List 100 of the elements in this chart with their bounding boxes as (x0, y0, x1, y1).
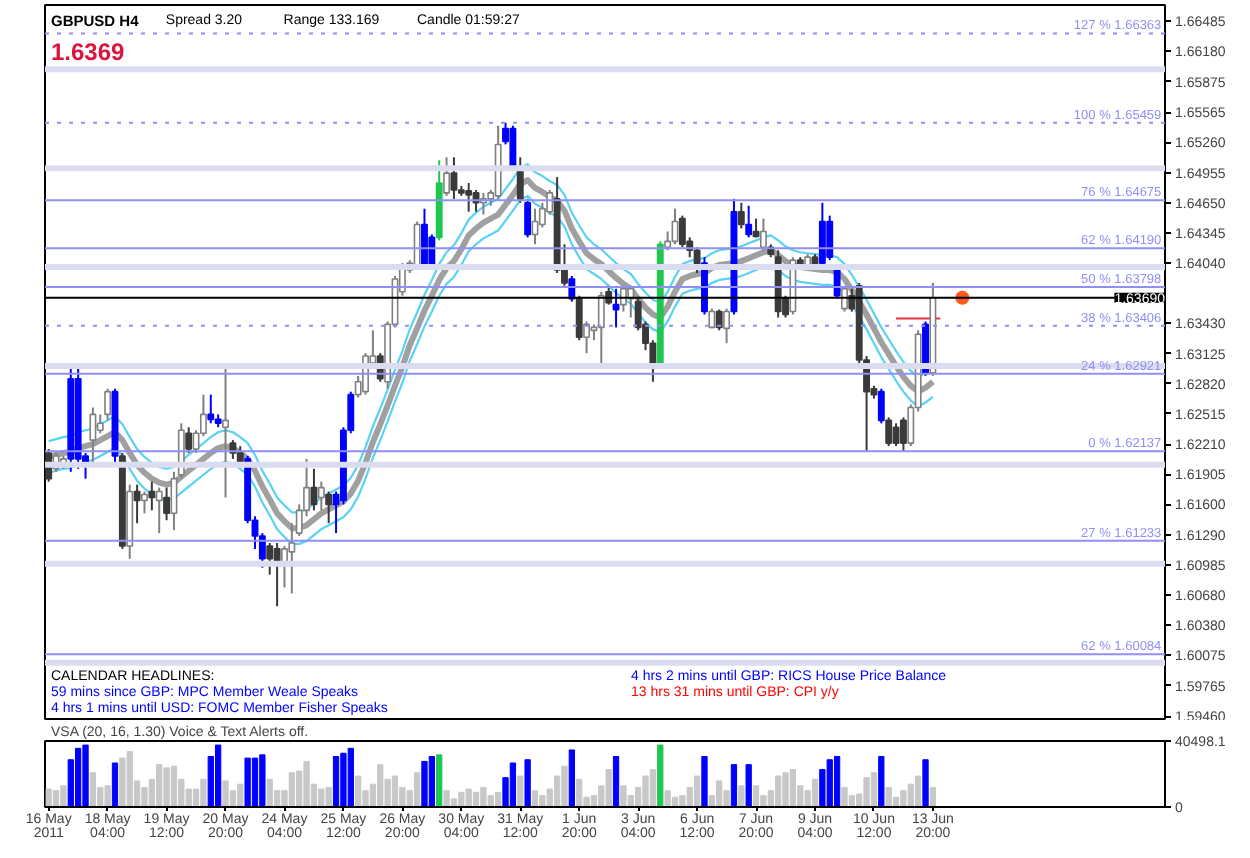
bar (929, 786, 937, 807)
bar (141, 786, 148, 807)
candlestick (826, 214, 834, 262)
candlestick (325, 490, 333, 525)
bar (568, 749, 575, 807)
bar (119, 757, 126, 807)
bar (391, 775, 399, 807)
bar (237, 783, 244, 807)
candlestick (148, 480, 156, 512)
bar (104, 785, 111, 807)
bar (340, 752, 347, 807)
bar (745, 764, 752, 807)
bar (907, 783, 914, 807)
bar (200, 778, 207, 807)
bar (561, 765, 568, 807)
annotation: 1.6369 (51, 38, 126, 66)
candlestick (737, 201, 745, 230)
bar (612, 755, 620, 807)
bar (701, 755, 708, 807)
candlestick (723, 307, 731, 345)
bar (900, 790, 907, 807)
bar (377, 764, 384, 807)
bar (826, 759, 833, 807)
bar (878, 755, 885, 807)
bar (156, 764, 163, 807)
bar (251, 757, 259, 807)
bar (841, 786, 848, 807)
bar (244, 757, 251, 807)
candlestick (516, 156, 524, 204)
candlestick (141, 490, 148, 515)
bar (111, 762, 119, 807)
candlestick (524, 197, 532, 239)
bar (657, 744, 664, 807)
bar (60, 785, 67, 807)
bar (620, 785, 627, 807)
candlestick (443, 156, 451, 197)
candlestick (877, 387, 885, 425)
bar (458, 791, 465, 807)
bar (421, 760, 428, 807)
candlestick (885, 416, 893, 448)
candlestick (317, 480, 325, 512)
bar (332, 755, 340, 807)
candlestick (745, 204, 753, 239)
bar (465, 788, 472, 807)
candlestick (899, 416, 907, 452)
candlestick (163, 486, 171, 522)
candlestick (310, 467, 318, 512)
bar (752, 785, 760, 807)
bar (524, 759, 531, 807)
bar (487, 795, 494, 807)
bar (509, 762, 517, 807)
bar (730, 764, 738, 807)
bar (75, 747, 82, 807)
bar (413, 772, 421, 807)
bar (163, 767, 170, 807)
bar (517, 775, 524, 807)
bar (915, 775, 922, 807)
bar (436, 754, 443, 807)
bar (922, 759, 929, 807)
bar (531, 790, 539, 807)
candlestick (155, 486, 163, 535)
bar (318, 788, 325, 807)
bar (716, 780, 723, 807)
candlestick (185, 426, 193, 454)
bar (303, 760, 310, 807)
bar (170, 765, 178, 807)
candlestick (465, 182, 473, 213)
bar (642, 775, 649, 807)
bar (649, 769, 657, 807)
bar (782, 772, 789, 807)
candlestick (575, 294, 583, 342)
candlestick (450, 156, 458, 200)
bar (679, 795, 686, 807)
bar (347, 747, 354, 807)
bar (428, 755, 435, 807)
bar (266, 778, 273, 807)
bar (885, 786, 892, 807)
candlestick (583, 320, 591, 355)
bar (325, 786, 332, 807)
bar (833, 755, 841, 807)
candlestick (759, 217, 767, 252)
candlestick (892, 422, 900, 448)
bar (775, 775, 782, 807)
candlestick (597, 290, 605, 364)
candlestick (612, 287, 620, 329)
bar (259, 754, 266, 807)
bar (443, 790, 450, 807)
bar (222, 780, 229, 807)
candlestick (133, 483, 141, 525)
bar (605, 769, 612, 807)
bar (89, 772, 97, 807)
bar (215, 744, 222, 807)
bar (52, 790, 60, 807)
bar (576, 778, 583, 807)
bar (126, 751, 133, 807)
bar (863, 777, 870, 807)
bar (789, 769, 797, 807)
bar (288, 772, 295, 807)
bar (539, 795, 546, 807)
bar (355, 775, 362, 807)
